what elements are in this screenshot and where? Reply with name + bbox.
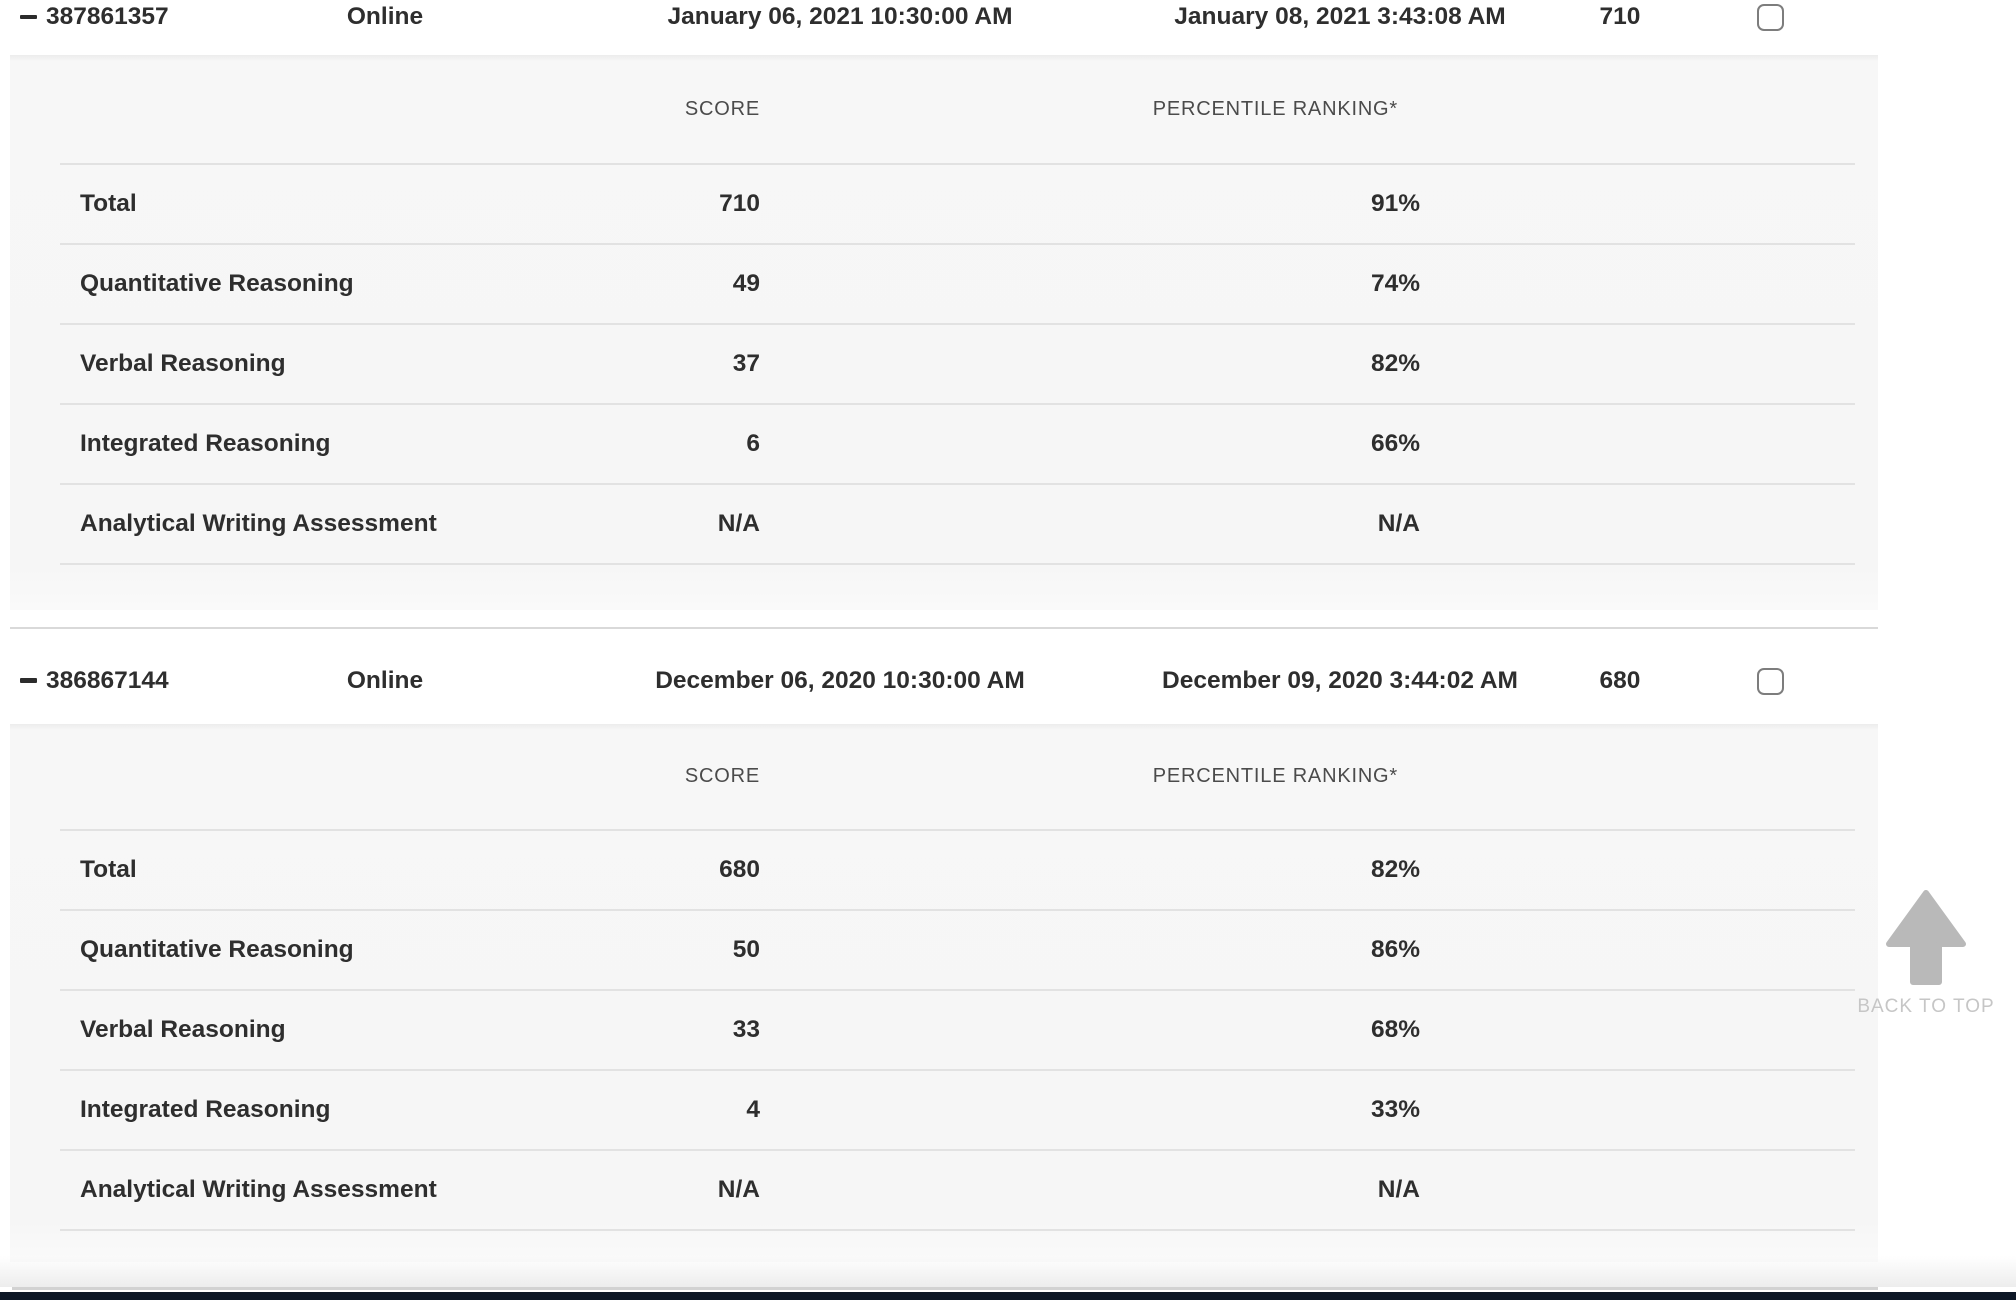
table-row: Total 680 82% <box>60 829 1855 909</box>
minus-icon <box>20 14 37 20</box>
table-row: Total 710 91% <box>60 163 1855 243</box>
score-reported-datetime: December 09, 2020 3:44:02 AM <box>1162 666 1518 694</box>
select-checkbox-cell <box>1750 629 1790 724</box>
percentile-value: 82% <box>1370 856 1420 883</box>
appointment-row-header: 387861357 Online January 06, 2021 10:30:… <box>10 0 1878 55</box>
spacer <box>1790 629 1878 724</box>
score-value: 680 <box>719 856 760 883</box>
score-value: 50 <box>732 936 760 963</box>
table-row: Integrated Reasoning 6 66% <box>60 403 1855 483</box>
table-row: Verbal Reasoning 33 68% <box>60 989 1855 1069</box>
percentile-value: N/A <box>1377 510 1420 537</box>
back-to-top-button[interactable]: BACK TO TOP <box>1834 888 2016 1018</box>
percentile-value: 91% <box>1370 190 1420 217</box>
select-appointment-checkbox[interactable] <box>1756 4 1784 31</box>
score-row-label: Quantitative Reasoning <box>80 936 354 963</box>
table-row: Quantitative Reasoning 50 86% <box>60 909 1855 989</box>
percentile-value: N/A <box>1377 1176 1420 1203</box>
select-appointment-checkbox[interactable] <box>1756 668 1784 695</box>
appointment-row-header: 386867144 Online December 06, 2020 10:30… <box>10 629 1878 724</box>
table-row: Quantitative Reasoning 49 74% <box>60 243 1855 323</box>
table-row: Analytical Writing Assessment N/A N/A <box>60 483 1855 565</box>
score-table-column-headers: SCORE PERCENTILE RANKING* <box>60 724 1855 829</box>
percentile-column-header: PERCENTILE RANKING* <box>1152 765 1398 787</box>
score-report-list: 387861357 Online January 06, 2021 10:30:… <box>10 0 1878 1262</box>
appointment-datetime: January 06, 2021 10:30:00 AM <box>667 3 1013 30</box>
score-row-label: Quantitative Reasoning <box>80 270 354 297</box>
appointment-number: 387861357 <box>46 3 169 30</box>
percentile-value: 33% <box>1370 1096 1420 1123</box>
percentile-value: 66% <box>1370 430 1420 457</box>
minus-icon <box>20 678 37 683</box>
score-value: 710 <box>719 190 760 217</box>
score-value: 6 <box>746 430 760 457</box>
score-row-label: Analytical Writing Assessment <box>80 510 437 537</box>
score-value: N/A <box>717 1176 760 1203</box>
score-row-label: Verbal Reasoning <box>80 350 286 377</box>
collapse-toggle-button[interactable] <box>19 2 38 32</box>
score-row-label: Analytical Writing Assessment <box>80 1176 437 1203</box>
score-value: 49 <box>732 270 760 297</box>
percentile-column-header: PERCENTILE RANKING* <box>1152 97 1398 120</box>
score-detail-panel: SCORE PERCENTILE RANKING* Total 710 91% … <box>10 55 1878 610</box>
table-row: Analytical Writing Assessment N/A N/A <box>60 1149 1855 1231</box>
score-row-label: Total <box>80 190 137 217</box>
percentile-value: 86% <box>1370 936 1420 963</box>
table-row: Integrated Reasoning 4 33% <box>60 1069 1855 1149</box>
total-score: 710 <box>1599 3 1641 30</box>
score-table-column-headers: SCORE PERCENTILE RANKING* <box>60 55 1855 163</box>
score-row-label: Integrated Reasoning <box>80 1096 331 1123</box>
appointment-id-cell: 387861357 <box>10 0 280 32</box>
score-row-label: Verbal Reasoning <box>80 1016 286 1043</box>
footer-separator-line <box>12 1287 1878 1290</box>
score-value: 33 <box>732 1016 760 1043</box>
percentile-value: 74% <box>1370 270 1420 297</box>
appointment-id-cell: 386867144 <box>10 629 280 724</box>
delivery-format: Online <box>346 3 424 30</box>
percentile-value: 82% <box>1370 350 1420 377</box>
score-column-header: SCORE <box>684 97 760 120</box>
score-column-header: SCORE <box>684 765 760 787</box>
back-to-top-label: BACK TO TOP <box>1857 996 1995 1017</box>
arrow-up-icon <box>1886 890 1966 985</box>
spacer <box>1790 0 1878 2</box>
score-row-label: Total <box>80 856 137 883</box>
score-value: 37 <box>732 350 760 377</box>
appointment-number: 386867144 <box>46 666 169 694</box>
content-end-fade <box>0 1256 2016 1287</box>
section-divider <box>10 627 1878 629</box>
appointment-datetime: December 06, 2020 10:30:00 AM <box>655 666 1025 694</box>
footer-accent-bar <box>0 1292 2016 1300</box>
delivery-format: Online <box>346 666 424 694</box>
select-checkbox-cell <box>1750 0 1790 31</box>
score-row-label: Integrated Reasoning <box>80 430 331 457</box>
total-score: 680 <box>1599 666 1641 694</box>
score-reported-datetime: January 08, 2021 3:43:08 AM <box>1174 3 1506 30</box>
score-value: 4 <box>746 1096 760 1123</box>
score-value: N/A <box>717 510 760 537</box>
score-detail-panel: SCORE PERCENTILE RANKING* Total 680 82% … <box>10 724 1878 1262</box>
percentile-value: 68% <box>1370 1016 1420 1043</box>
table-row: Verbal Reasoning 37 82% <box>60 323 1855 403</box>
collapse-toggle-button[interactable] <box>19 666 38 696</box>
